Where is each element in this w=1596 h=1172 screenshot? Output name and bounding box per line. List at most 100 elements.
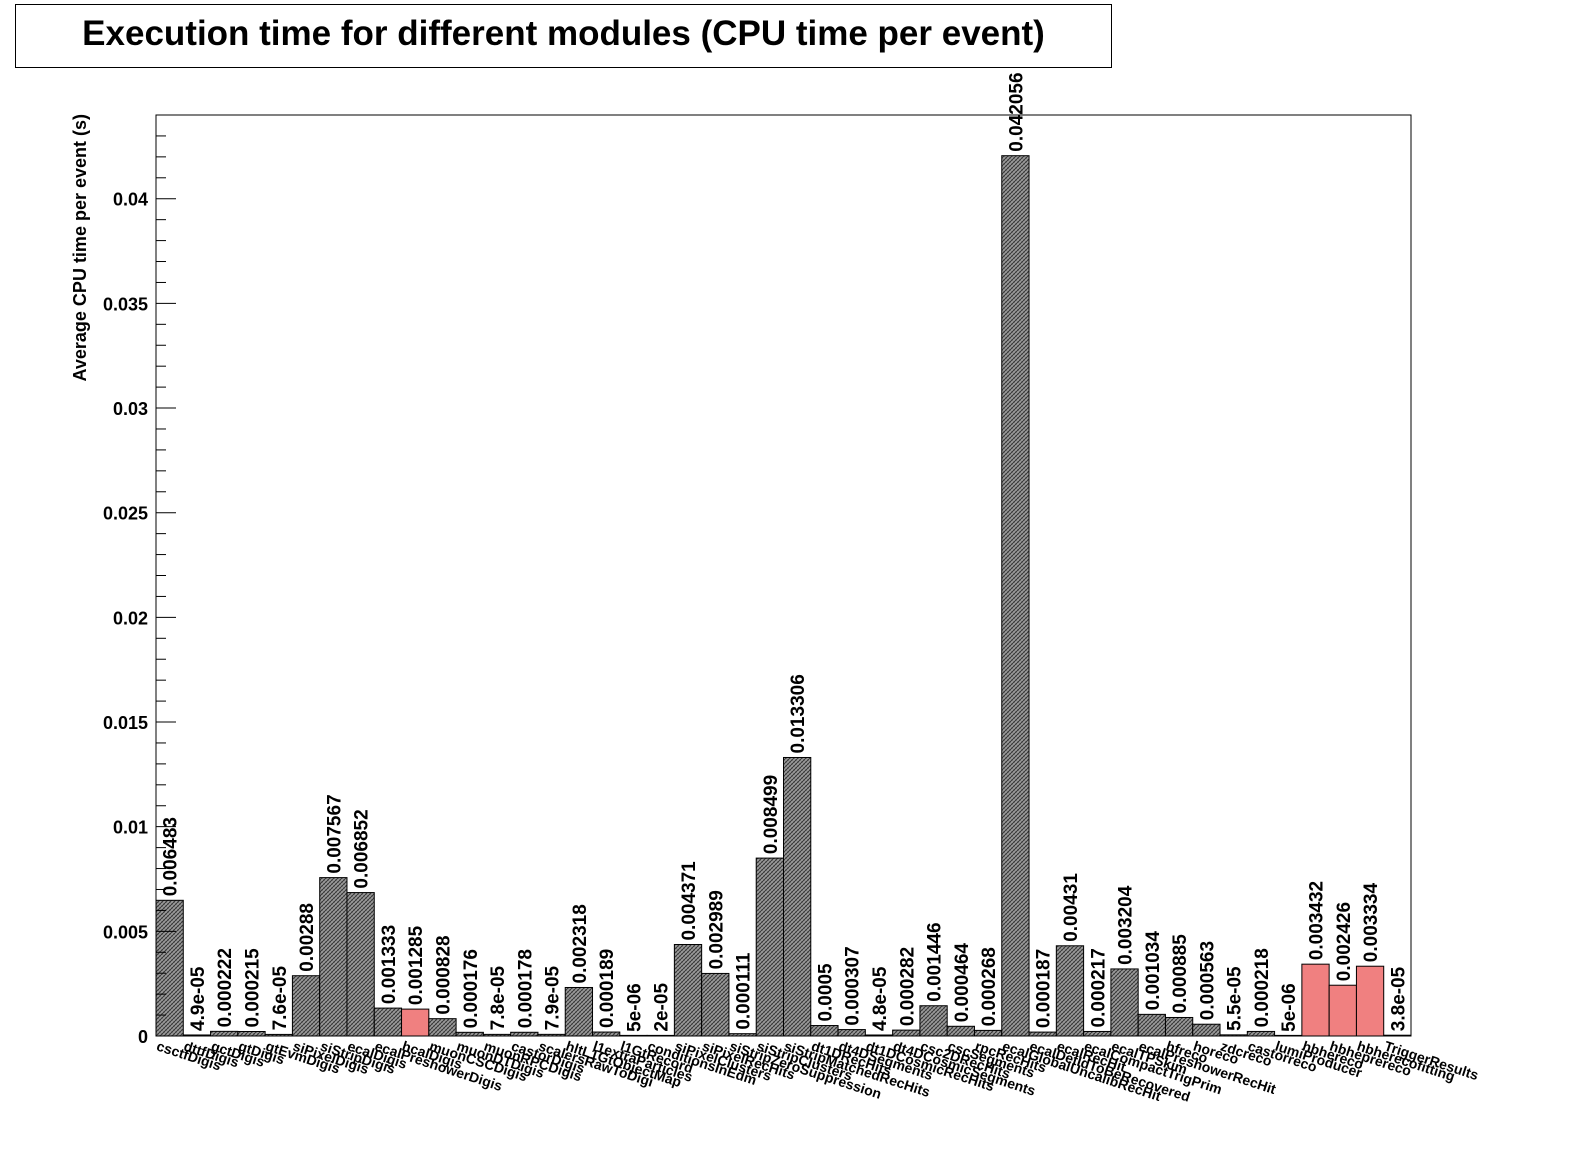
bar-siPixelDigis: [291, 975, 321, 1037]
value-label: 0.001446: [925, 922, 946, 1001]
value-label: 0.000176: [461, 949, 482, 1028]
value-label: 0.000563: [1197, 941, 1218, 1020]
bar-ecalDigis: [346, 892, 375, 1037]
value-label: 0.000828: [433, 935, 454, 1014]
bar-dt4DSegments: [837, 1029, 866, 1037]
bar-siStripClusters: [755, 857, 785, 1037]
value-label: 0.000178: [515, 949, 536, 1028]
value-label: 0.00431: [1061, 873, 1082, 942]
chart-title: Execution time for different modules (CP…: [82, 14, 1045, 53]
value-label: 0.000111: [734, 952, 755, 1030]
bar-dt1DRecHits: [810, 1025, 839, 1037]
value-label: 0.004371: [679, 861, 700, 941]
value-label: 0.0005: [815, 963, 836, 1022]
bar-ecalGlobalUncalibRecHit: [1001, 155, 1030, 1037]
value-label: 0.00288: [297, 903, 318, 972]
y-tick-label: 0.025: [103, 504, 148, 524]
value-label: 0.007567: [324, 794, 345, 873]
value-label: 5e-06: [1279, 983, 1300, 1032]
bar-ecalPreshowerDigis: [373, 1007, 403, 1037]
value-label: 0.000217: [1088, 948, 1109, 1027]
bar-castorDigis: [510, 1031, 539, 1037]
bar-gtEvmDigis: [264, 1033, 293, 1037]
bar-hbhereco: [1301, 963, 1330, 1037]
bar-csctfDigis: [155, 899, 184, 1037]
value-label: 0.000282: [897, 947, 918, 1026]
y-tick-label: 0.01: [113, 818, 148, 838]
value-label: 3.8e-05: [1388, 966, 1409, 1031]
y-axis-title: Average CPU time per event (s): [70, 114, 90, 381]
bar-siPixelClusters: [673, 944, 703, 1037]
value-label: 0.003204: [1116, 885, 1137, 965]
value-label: 0.001333: [379, 925, 400, 1004]
value-label: 0.003334: [1361, 883, 1382, 963]
chart-title-box: Execution time for different modules (CP…: [15, 4, 1112, 68]
bar-TriggerResults: [1383, 1034, 1412, 1037]
bar-hcalDigis: [401, 1008, 430, 1037]
value-label: 0.013306: [788, 674, 809, 753]
y-tick-label: 0.005: [103, 922, 148, 942]
y-tick-label: 0.035: [103, 294, 148, 314]
bar-muonRPCDigis: [482, 1033, 512, 1037]
bar-lumiProducer: [1274, 1034, 1303, 1037]
value-label: 0.002989: [706, 890, 727, 969]
bar-siStripDigis: [319, 877, 348, 1037]
bar-ecalRecHit: [1055, 945, 1085, 1037]
bar-ecalPreshowerRecHit: [1137, 1013, 1166, 1037]
y-tick-label: 0.03: [113, 399, 148, 419]
value-label: 0.042056: [1006, 72, 1027, 151]
value-label: 7.9e-05: [543, 965, 564, 1030]
bar-dttfDigis: [182, 1034, 212, 1037]
bar-scalersRawToDigi: [537, 1033, 566, 1037]
value-label: 0.002426: [1334, 902, 1355, 981]
bar-csc2DRecHits: [919, 1005, 948, 1037]
value-label: 0.000189: [597, 949, 618, 1028]
bar-dt4DCosmicSegments: [892, 1029, 921, 1037]
value-label: 0.000187: [1034, 949, 1055, 1028]
bar-siPixelRecHits: [701, 972, 730, 1037]
bar-l1extraParticles: [592, 1031, 621, 1037]
bar-hltL1GtObjectMap: [564, 986, 594, 1037]
y-tick-label: 0.04: [113, 190, 148, 210]
bar-muonDTDigis: [455, 1031, 484, 1037]
bar-cscSegments: [946, 1025, 975, 1037]
bar-gtDigis: [237, 1030, 266, 1037]
bar-l1GtRecord: [619, 1034, 648, 1037]
bar-horeco: [1192, 1023, 1221, 1037]
value-label: 0.000464: [952, 943, 973, 1023]
value-label: 7.8e-05: [488, 965, 509, 1030]
value-label: 0.006483: [161, 817, 182, 896]
value-label: 0.002318: [570, 904, 591, 983]
bar-hbheprereco: [1328, 984, 1357, 1037]
value-label: 0.000222: [215, 948, 236, 1027]
value-label: 0.000268: [979, 947, 1000, 1026]
value-label: 0.006852: [352, 809, 373, 888]
value-label: 0.003432: [1307, 881, 1328, 960]
bar-rpcRecHits: [973, 1029, 1003, 1037]
value-label: 0.008499: [761, 775, 782, 854]
bar-castorreco: [1246, 1030, 1276, 1037]
y-tick-label: 0.015: [103, 713, 148, 733]
y-tick-label: 0: [138, 1027, 148, 1047]
y-tick-label: 0.02: [113, 608, 148, 628]
value-label: 0.001034: [1143, 931, 1164, 1011]
bar-hbherecofitting: [1355, 965, 1385, 1037]
bar-ecalDetIdToBeRecovered: [1028, 1031, 1057, 1037]
bar-gctDigis: [210, 1030, 239, 1037]
value-label: 0.000885: [1170, 934, 1191, 1014]
bar-ecalCompactTrigPrim: [1083, 1030, 1112, 1037]
value-label: 5e-06: [624, 983, 645, 1032]
bar-siStripZeroSuppression: [728, 1033, 757, 1037]
bar-zdcreco: [1219, 1034, 1248, 1037]
bar-siStripMatchedRecHits: [783, 756, 812, 1037]
value-label: 7.6e-05: [270, 966, 291, 1031]
value-label: 5.5e-05: [1225, 966, 1246, 1031]
bar-ecalTPSkim: [1110, 968, 1139, 1037]
value-label: 0.000215: [242, 948, 263, 1028]
value-label: 0.000307: [843, 946, 864, 1025]
bar-hfreco: [1164, 1016, 1194, 1037]
bar-dt1DCosmicRecHits: [864, 1034, 894, 1037]
bar-conditionsInEdm: [646, 1034, 675, 1037]
value-label: 4.9e-05: [188, 966, 209, 1031]
